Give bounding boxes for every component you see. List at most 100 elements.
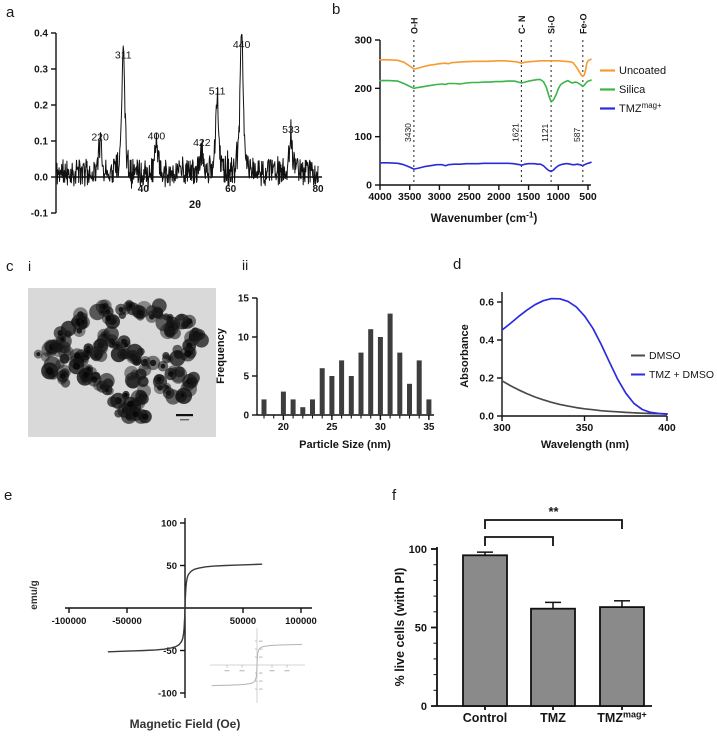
svg-text:0.3: 0.3 bbox=[34, 65, 48, 76]
svg-text:emu/g: emu/g bbox=[29, 580, 40, 609]
svg-text:-100000: -100000 bbox=[52, 616, 87, 627]
tem-micrograph bbox=[28, 288, 216, 437]
panel-f-label: f bbox=[392, 487, 397, 504]
magnetization-plot: -100000 -50000 50000 100000 100 50 -50 -100 emu/… bbox=[29, 518, 317, 731]
svg-text:2500: 2500 bbox=[457, 191, 481, 203]
svg-text:1121: 1121 bbox=[540, 123, 550, 142]
svg-text:0.6: 0.6 bbox=[479, 297, 494, 309]
svg-text:100: 100 bbox=[409, 544, 427, 556]
magnetization-curve-chart: -100000 -50000 50000 100000 100 50 -50 -100 emu/… bbox=[29, 518, 317, 731]
svg-text:0.4: 0.4 bbox=[479, 335, 494, 347]
svg-text:TMZmag+: TMZmag+ bbox=[619, 101, 662, 115]
svg-text:440: 440 bbox=[233, 39, 251, 51]
bar-0 bbox=[462, 554, 508, 707]
svg-text:Absorbance: Absorbance bbox=[459, 324, 471, 388]
svg-text:3430: 3430 bbox=[403, 123, 413, 142]
svg-text:25: 25 bbox=[326, 422, 338, 433]
svg-text:15: 15 bbox=[238, 294, 250, 305]
svg-text:TMZ + DMSO: TMZ + DMSO bbox=[649, 369, 714, 381]
svg-text:50: 50 bbox=[166, 561, 177, 572]
svg-text:1500: 1500 bbox=[517, 191, 541, 203]
svg-text:-100: -100 bbox=[158, 689, 177, 700]
svg-text:533: 533 bbox=[282, 124, 300, 136]
svg-text:5: 5 bbox=[243, 372, 249, 383]
svg-text:35: 35 bbox=[423, 422, 435, 433]
ftir-spectra-chart: 0 100 200 300 4000 3500 3000 2500 2000 1500 1000 50… bbox=[354, 13, 666, 225]
svg-text:400: 400 bbox=[148, 131, 166, 143]
scale-bar bbox=[176, 414, 193, 417]
svg-text:20: 20 bbox=[278, 422, 290, 433]
svg-text:C- N: C- N bbox=[517, 16, 527, 35]
svg-text:422: 422 bbox=[193, 137, 211, 149]
svg-text:100: 100 bbox=[354, 131, 372, 143]
svg-text:50000: 50000 bbox=[230, 616, 256, 627]
svg-text:80: 80 bbox=[312, 184, 324, 195]
svg-text:2θ: 2θ bbox=[189, 199, 201, 211]
svg-text:**: ** bbox=[548, 504, 559, 519]
svg-text:Particle Size (nm): Particle Size (nm) bbox=[299, 439, 391, 451]
svg-text:350: 350 bbox=[576, 422, 594, 434]
svg-text:60: 60 bbox=[225, 184, 237, 195]
svg-text:-0.1: -0.1 bbox=[31, 209, 49, 220]
panel-b-label: b bbox=[332, 1, 341, 18]
cell-viability-bar-chart: 0 50 100 Control TMZ TMZmag+ ** % live cells (w… bbox=[393, 504, 652, 725]
svg-text:30: 30 bbox=[375, 422, 387, 433]
svg-text:-50000: -50000 bbox=[112, 616, 142, 627]
svg-text:220: 220 bbox=[91, 131, 109, 143]
svg-text:O-H: O-H bbox=[409, 18, 419, 34]
svg-text:4000: 4000 bbox=[368, 191, 392, 203]
svg-text:Frequency: Frequency bbox=[215, 327, 227, 384]
svg-text:300: 300 bbox=[493, 422, 511, 434]
svg-text:587: 587 bbox=[572, 128, 582, 142]
bar-1 bbox=[530, 607, 576, 707]
svg-text:40: 40 bbox=[138, 184, 150, 195]
uv-vis-absorbance-chart: 0.0 0.2 0.4 0.6 300 350 400 Wavelength (nm) Abso… bbox=[459, 292, 714, 451]
svg-text:3000: 3000 bbox=[428, 191, 452, 203]
svg-text:0.1: 0.1 bbox=[34, 137, 48, 148]
svg-text:TMZmag+: TMZmag+ bbox=[597, 709, 646, 725]
svg-text:Wavelength (nm): Wavelength (nm) bbox=[541, 439, 630, 451]
histogram-plot: 0 5 10 15 20 25 30 35 Frequency Particle Size (nm… bbox=[215, 294, 435, 452]
panel-e-label: e bbox=[4, 487, 13, 504]
svg-text:100000: 100000 bbox=[285, 616, 317, 627]
panel-a-label: a bbox=[6, 4, 15, 21]
svg-text:0: 0 bbox=[366, 180, 372, 192]
svg-text:0.2: 0.2 bbox=[479, 373, 494, 385]
svg-text:500: 500 bbox=[579, 191, 597, 203]
svg-text:200: 200 bbox=[354, 83, 372, 95]
svg-text:0: 0 bbox=[243, 411, 249, 422]
svg-text:2000: 2000 bbox=[487, 191, 511, 203]
svg-text:Control: Control bbox=[463, 711, 507, 725]
svg-text:Fe-O: Fe-O bbox=[578, 13, 588, 34]
svg-text:50: 50 bbox=[415, 623, 427, 635]
svg-text:DMSO: DMSO bbox=[649, 350, 681, 362]
svg-text:311: 311 bbox=[115, 50, 132, 62]
svg-text:Magnetic Field (Oe): Magnetic Field (Oe) bbox=[130, 717, 241, 731]
panel-c-i-label: i bbox=[28, 258, 32, 274]
svg-text:-50: -50 bbox=[163, 646, 177, 657]
tem-image bbox=[28, 288, 216, 437]
svg-text:400: 400 bbox=[658, 422, 676, 434]
svg-text:Silica: Silica bbox=[619, 84, 646, 96]
svg-text:100: 100 bbox=[161, 519, 177, 530]
panel-d-label: d bbox=[453, 256, 462, 273]
svg-text:0: 0 bbox=[421, 701, 427, 713]
bar-2 bbox=[599, 606, 645, 707]
ftir-plot: 0 100 200 300 4000 3500 3000 2500 2000 1500 1000 50… bbox=[354, 13, 666, 225]
low-field-inset bbox=[210, 628, 305, 703]
uvvis-plot: 0.0 0.2 0.4 0.6 300 350 400 Wavelength (nm) Abso… bbox=[459, 292, 714, 451]
significance-bracket bbox=[484, 519, 623, 529]
svg-text:511: 511 bbox=[209, 86, 226, 98]
svg-text:TMZ: TMZ bbox=[540, 711, 566, 725]
svg-text:Wavenumber (cm-1): Wavenumber (cm-1) bbox=[431, 211, 538, 225]
svg-text:1621: 1621 bbox=[510, 123, 520, 142]
panel-c-label: c bbox=[6, 258, 14, 275]
svg-text:Si-O: Si-O bbox=[547, 15, 557, 34]
viability-plot: 0 50 100 Control TMZ TMZmag+ ** % live cells (w… bbox=[393, 504, 652, 725]
panel-c-ii-label: ii bbox=[242, 257, 249, 273]
svg-text:0.4: 0.4 bbox=[34, 29, 48, 40]
xrd-plot: 0.4 0.3 0.2 0.1 0.0 -0.1 40 60 80 2θ 220 311 400 422 5… bbox=[31, 29, 324, 220]
svg-text:300: 300 bbox=[354, 35, 372, 47]
svg-text:3500: 3500 bbox=[398, 191, 422, 203]
